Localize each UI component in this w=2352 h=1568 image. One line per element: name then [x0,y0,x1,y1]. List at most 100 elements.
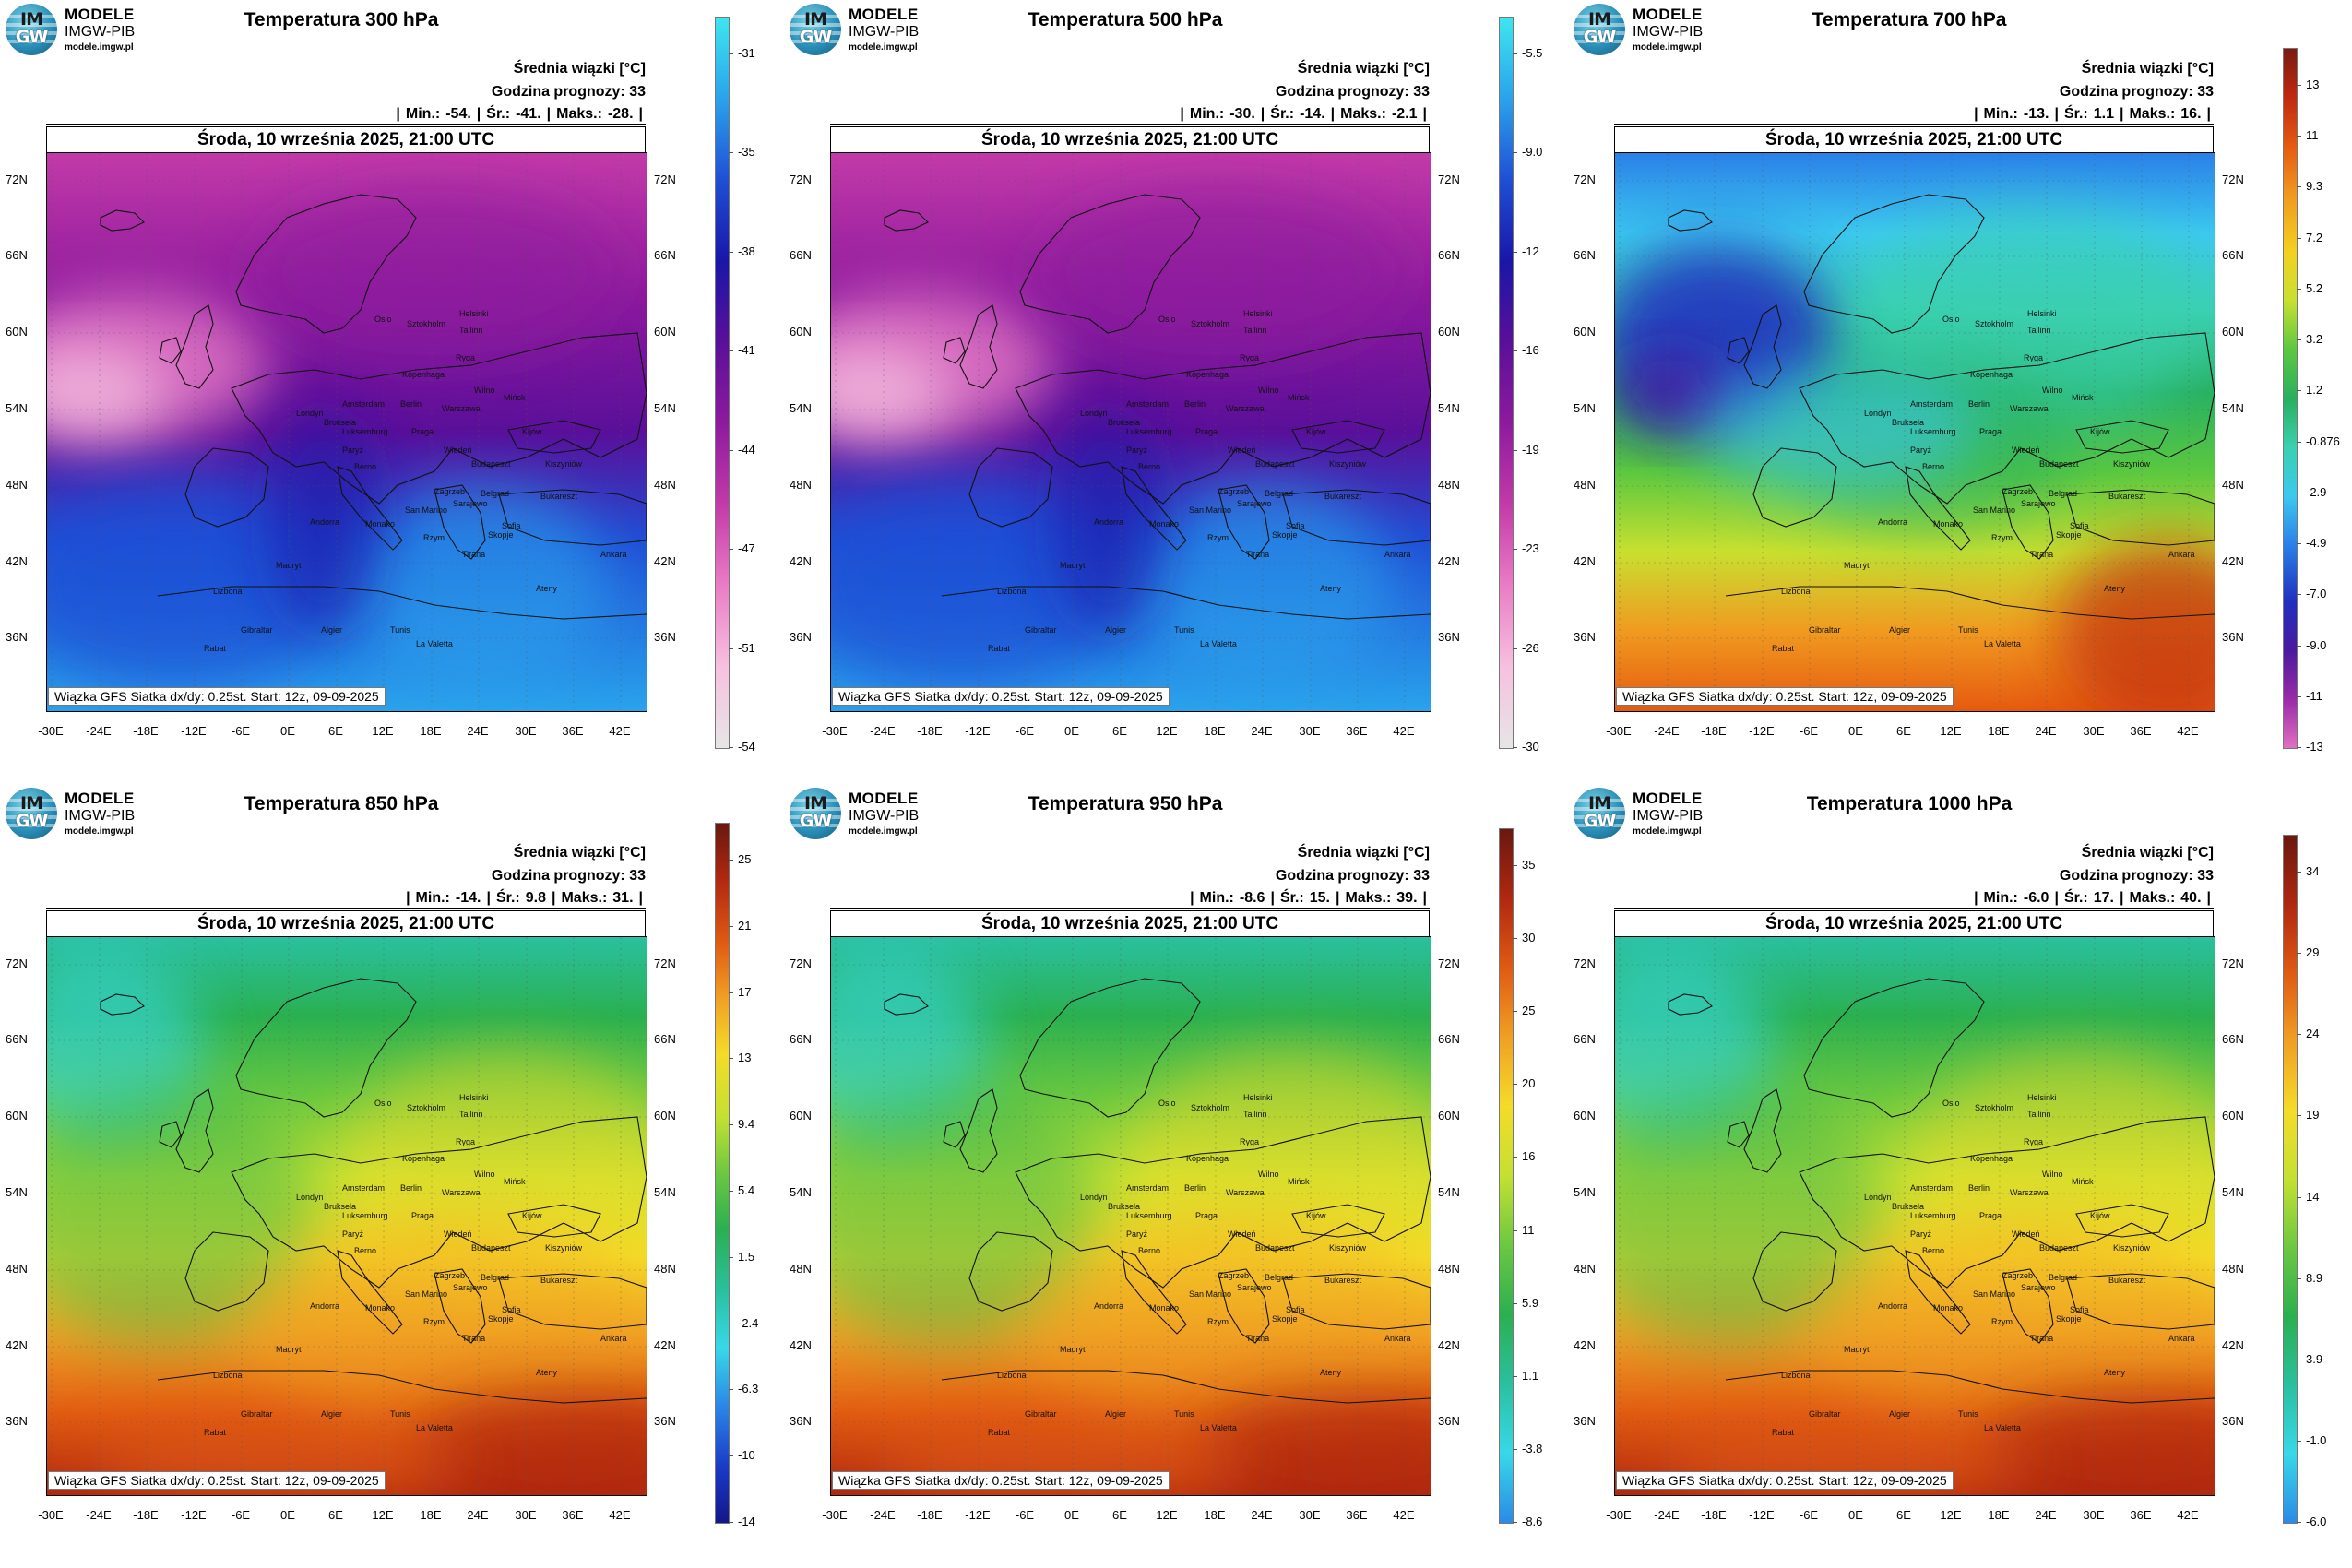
city-label: Luksemburg [1910,1211,1956,1220]
stats-value: 31. [612,890,634,906]
stats-value: Maks.: [556,106,602,122]
stats-value: -2.1 [1391,106,1418,122]
city-label: Belgrad [481,1273,509,1282]
model-footer: Wiązka GFS Siatka dx/dy: 0.25st. Start: … [1616,1471,1954,1490]
lon-label: -30E [1606,1508,1632,1522]
stats-value: 39. [1396,890,1418,906]
city-label: Londyn [1864,409,1892,418]
lon-label: 0E [1848,724,1863,738]
lon-label: 18E [420,1508,442,1522]
city-label: Rzym [1991,1317,2013,1326]
city-label: Luksemburg [342,1211,388,1220]
colorbar-tick [1513,865,1517,866]
city-label: Budapeszt [471,459,511,469]
colorbar-label: -51 [738,640,755,655]
temperature-map: Oslo Sztokholm Helsinki Tallinn Ryga Kopenhag… [1614,152,2215,712]
colorbar-tick [2297,441,2301,443]
city-label: Zagrzeb [434,1271,465,1280]
colorbar-label: 8.9 [2306,1270,2323,1285]
colorbar-label: -16 [1522,343,1539,358]
stats-separator: | [638,890,643,906]
stats-value: -6.0 [2023,890,2049,906]
city-label: Tallinn [1243,1110,1267,1119]
city-label: Monako [365,519,395,529]
imgw-logo: IM GW MODELE IMGW-PIB modele.imgw.pl [790,4,965,59]
logo-letters-bottom: GW [1583,811,1617,831]
valid-date: Środa, 10 września 2025, 21:00 UTC [1614,126,2214,152]
lon-label: 18E [420,724,442,738]
lat-label-left: 66N [6,248,28,262]
city-label: Monako [1149,1303,1179,1313]
city-label: Paryż [1126,445,1148,455]
city-label: Sofia [2070,521,2089,530]
lon-label: -6E [231,1508,251,1522]
city-label: Helsinki [2027,1093,2057,1102]
city-label: Berno [354,462,376,471]
city-label: Bukareszt [2108,492,2146,501]
city-label: Zagrzeb [1218,1271,1249,1280]
lon-label: 36E [1346,1508,1368,1522]
logo-letters: IM GW [1574,11,1625,46]
valid-date: Środa, 10 września 2025, 21:00 UTC [46,910,646,936]
imgw-logo: IM GW MODELE IMGW-PIB modele.imgw.pl [1574,4,1749,59]
colorbar-label: -47 [738,541,755,556]
city-label: Paryż [1910,1229,1932,1239]
lat-label-right: 48N [654,1262,676,1276]
lat-label-right: 36N [654,1414,676,1428]
city-label: Tirana [2030,550,2053,559]
logo-emblem-icon: IM GW [790,788,841,839]
lon-label: -6E [1015,724,1035,738]
lat-label-left: 36N [1574,1414,1596,1428]
logo-org: IMGW-PIB [849,24,920,40]
lon-label: 24E [1251,1508,1273,1522]
colorbar-label: -23 [1522,541,1539,556]
lon-label: -12E [181,1508,207,1522]
city-label: Monako [365,1303,395,1313]
city-label: Sarajewo [2021,1283,2056,1292]
city-label: Sarajewo [1237,1283,1272,1292]
logo-letters-bottom: GW [799,27,833,47]
logo-org: IMGW-PIB [1633,24,1704,40]
city-label: Berlin [400,399,422,409]
stats-value: Min.: [1199,890,1234,906]
city-label: Lizbona [213,1371,243,1380]
lat-label-right: 60N [654,325,676,339]
lon-label: -30E [1606,724,1632,738]
colorbar-tick [1513,747,1517,748]
lon-label: -12E [1749,1508,1775,1522]
city-label: Ryga [456,353,475,362]
city-label: Tallinn [459,1110,483,1119]
colorbar-tick [1513,1375,1517,1377]
colorbar-label: 13 [738,1051,752,1065]
stats-separator: | [1422,890,1427,906]
colorbar-label: 1.1 [1522,1368,1539,1383]
logo-emblem-icon: IM GW [1574,4,1625,55]
colorbar-tick [1513,152,1517,154]
city-label: Kijów [1306,427,1326,436]
colorbar-tick [2297,390,2301,392]
colorbar-tick [1513,449,1517,451]
city-label: La Valetta [416,1423,453,1432]
colorbar-label: 35 [1522,858,1536,872]
colorbar-label: -54 [738,740,755,754]
logo-emblem-icon: IM GW [1574,788,1625,839]
colorbar-label: -4.9 [2306,536,2327,551]
city-label: Sztokholm [1191,1103,1229,1112]
lat-label-right: 54N [1438,401,1460,415]
lat-label-left: 36N [790,630,812,644]
city-label: Ryga [1240,353,1259,362]
lat-label-left: 54N [790,1185,812,1199]
colorbar-label: -13 [2306,740,2323,754]
city-label: Tallinn [2027,326,2051,335]
colorbar-label: 9.3 [2306,179,2323,194]
city-label: Sarajewo [1237,499,1272,508]
lat-label-right: 48N [2222,1262,2244,1276]
city-label: Oslo [374,315,392,324]
lat-label-right: 36N [2222,1414,2244,1428]
lon-label: 30E [1299,724,1321,738]
colorbar-tick [1513,549,1517,551]
lon-label: -24E [870,724,896,738]
lat-label-left: 72N [1574,172,1596,186]
city-label: Andorra [1094,1301,1123,1311]
logo-letters-top: IM [804,9,827,30]
